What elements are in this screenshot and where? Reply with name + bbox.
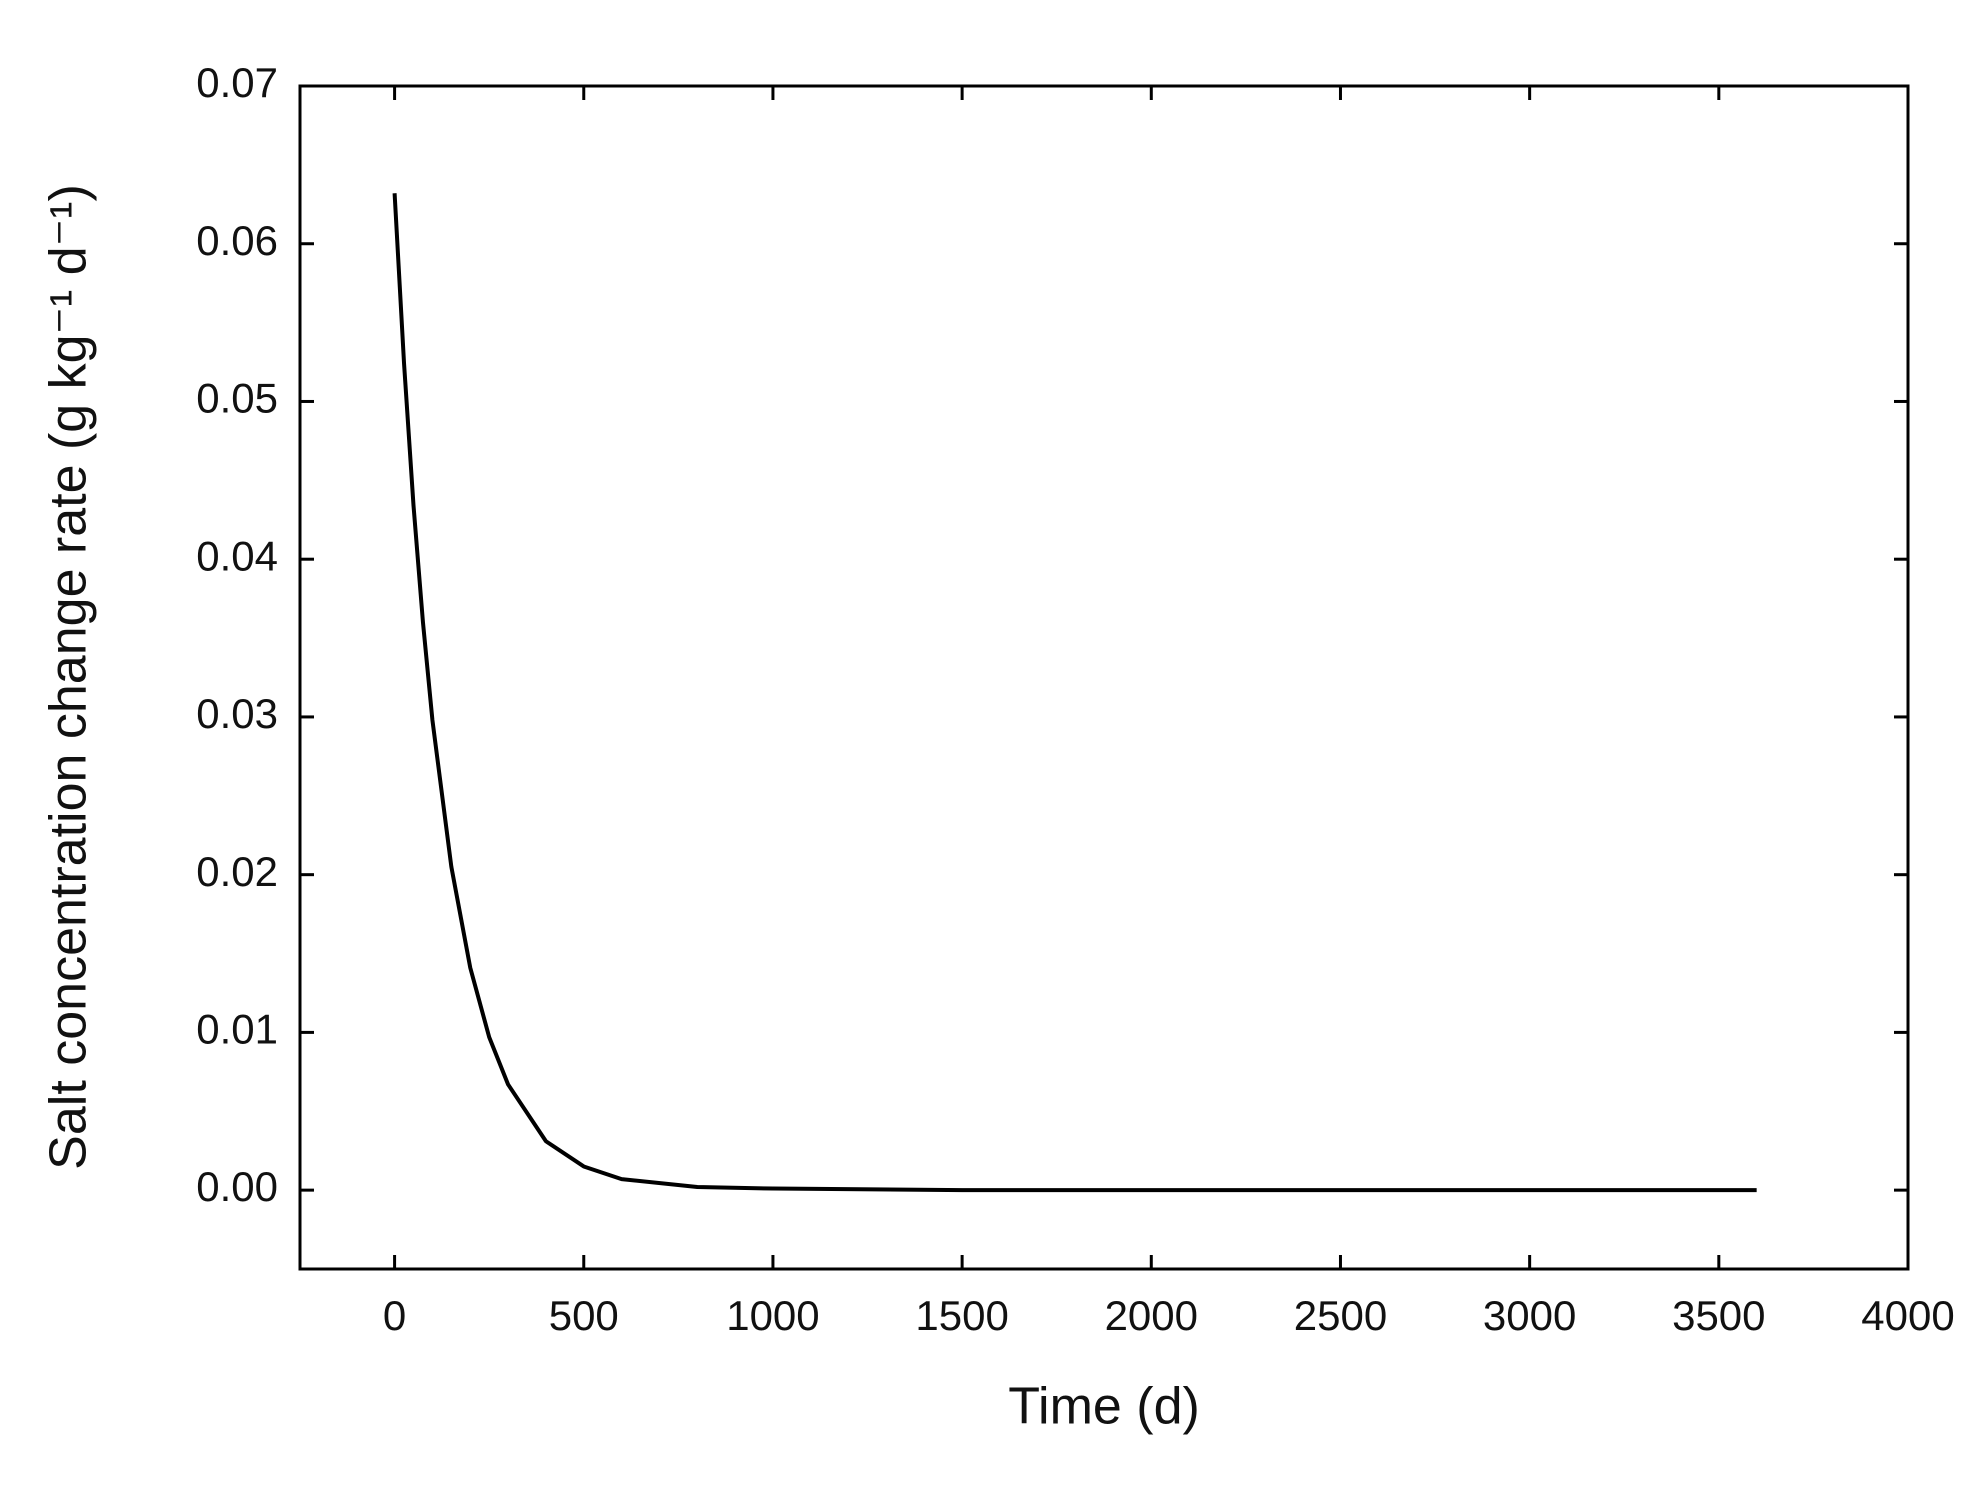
x-tick-label: 3000 bbox=[1483, 1292, 1576, 1339]
x-tick-label: 2500 bbox=[1294, 1292, 1387, 1339]
x-axis-label: Time (d) bbox=[1008, 1378, 1200, 1436]
x-tick-label: 1500 bbox=[915, 1292, 1008, 1339]
y-axis-label: Salt concentration change rate (g kg⁻¹ d… bbox=[40, 184, 98, 1170]
x-tick-label: 1000 bbox=[726, 1292, 819, 1339]
y-tick-label: 0.05 bbox=[196, 375, 278, 422]
data-line bbox=[392, 193, 1757, 1193]
y-tick-label: 0.00 bbox=[196, 1163, 278, 1210]
y-tick-label: 0.02 bbox=[196, 848, 278, 895]
x-tick-label: 0 bbox=[383, 1292, 406, 1339]
y-tick-label: 0.07 bbox=[196, 59, 278, 106]
y-tick-label: 0.06 bbox=[196, 217, 278, 264]
x-tick-label: 2000 bbox=[1105, 1292, 1198, 1339]
x-tick-label: 500 bbox=[549, 1292, 619, 1339]
x-tick-label: 3500 bbox=[1672, 1292, 1765, 1339]
plot-frame bbox=[298, 84, 1910, 1271]
y-tick-label: 0.04 bbox=[196, 532, 278, 579]
x-tick-label: 4000 bbox=[1861, 1292, 1954, 1339]
y-tick-label: 0.03 bbox=[196, 690, 278, 737]
y-tick-label: 0.01 bbox=[196, 1005, 278, 1052]
